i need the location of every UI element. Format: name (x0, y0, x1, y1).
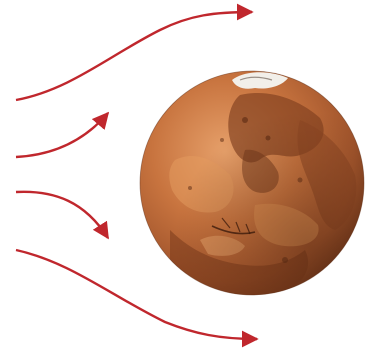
flow-line-2 (15, 111, 110, 159)
mars-planet-icon (139, 70, 365, 296)
flow-line-1 (15, 3, 254, 102)
flow-line-4 (15, 248, 259, 348)
flow-line-3 (15, 190, 110, 240)
flow-lines (15, 3, 259, 348)
